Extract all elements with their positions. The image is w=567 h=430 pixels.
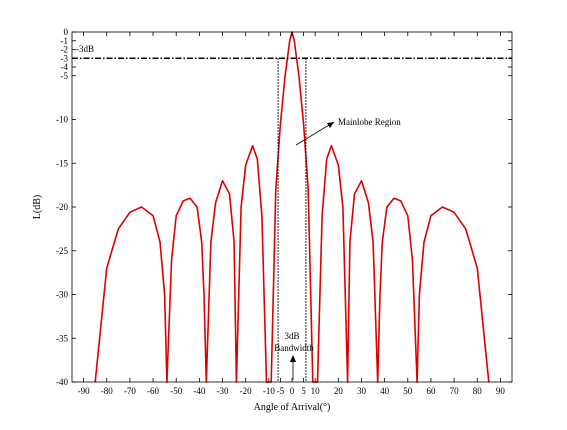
bandwidth-annotation-line1: 3dB <box>284 331 299 341</box>
x-tick-label: 70 <box>450 386 460 396</box>
x-tick-label: 5 <box>301 386 306 396</box>
x-tick-label: -5 <box>277 386 285 396</box>
x-tick-label: -40 <box>193 386 205 396</box>
mainlobe-annotation: Mainlobe Region <box>338 117 401 127</box>
x-tick-label: -70 <box>124 386 136 396</box>
y-tick-label: 0 <box>64 27 69 37</box>
x-tick-label: 20 <box>334 386 344 396</box>
x-tick-label: 10 <box>311 386 321 396</box>
y-tick-label: -1 <box>61 36 69 46</box>
y-tick-label: -30 <box>56 290 68 300</box>
y-tick-label: -5 <box>61 71 69 81</box>
y-tick-label: -2 <box>61 45 69 55</box>
y-axis-ticks: 0-1-2-3-4-5 -10 -15 -20 -25 -30 -35 -40 <box>56 27 512 387</box>
x-axis-label: Angle of Arrival(°) <box>254 402 331 413</box>
x-axis-ticks: -90 -80 -70 -60 -50 -40 -30 -20 -10 -5 0 5 10 20 30 40 5… <box>78 32 506 396</box>
mainlobe-arrow <box>295 121 335 146</box>
reference-line-label: -3dB <box>76 44 94 54</box>
y-tick-label: -35 <box>56 333 68 343</box>
x-tick-label: 50 <box>403 386 413 396</box>
x-tick-label: 0 <box>290 386 295 396</box>
plot-area <box>72 32 512 382</box>
y-tick-label: -40 <box>56 377 68 387</box>
y-axis-label: L(dB) <box>32 195 43 219</box>
x-tick-label: 30 <box>357 386 367 396</box>
marker-layer <box>72 57 512 382</box>
y-tick-label: -10 <box>56 115 68 125</box>
x-tick-label: 60 <box>426 386 436 396</box>
bandwidth-arrow <box>290 355 296 380</box>
x-tick-label: -60 <box>147 386 159 396</box>
x-tick-label: -20 <box>240 386 252 396</box>
x-tick-label: -30 <box>217 386 229 396</box>
y-tick-label: -20 <box>56 202 68 212</box>
x-tick-label: -90 <box>78 386 90 396</box>
x-tick-label: -50 <box>170 386 182 396</box>
x-tick-label: -80 <box>101 386 113 396</box>
x-tick-label: -10 <box>263 386 275 396</box>
y-tick-label: -4 <box>61 62 69 72</box>
x-tick-label: 80 <box>473 386 483 396</box>
x-tick-label: 40 <box>380 386 390 396</box>
x-tick-label: 90 <box>496 386 506 396</box>
bandwidth-annotation-line2: Bandwidth <box>274 343 314 353</box>
y-tick-label: -25 <box>56 246 68 256</box>
y-tick-label: -15 <box>56 158 68 168</box>
y-tick-label: -3 <box>61 53 69 63</box>
